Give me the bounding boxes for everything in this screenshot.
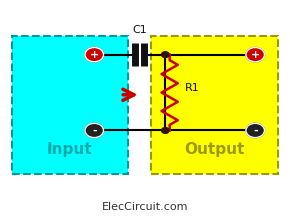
Text: +: +	[90, 50, 99, 60]
Text: Output: Output	[184, 142, 245, 157]
Circle shape	[246, 47, 264, 62]
Circle shape	[85, 47, 104, 62]
Circle shape	[246, 123, 264, 138]
Circle shape	[162, 128, 169, 133]
Text: ElecCircuit.com: ElecCircuit.com	[102, 202, 188, 212]
Bar	[151, 36, 278, 174]
Text: R1: R1	[185, 83, 200, 93]
Text: -: -	[253, 126, 258, 135]
Text: -: -	[92, 126, 97, 135]
Text: +: +	[251, 50, 260, 60]
Bar	[12, 36, 128, 174]
Text: C1: C1	[133, 25, 147, 35]
Circle shape	[85, 123, 104, 138]
Text: Input: Input	[47, 142, 93, 157]
Circle shape	[162, 52, 169, 58]
